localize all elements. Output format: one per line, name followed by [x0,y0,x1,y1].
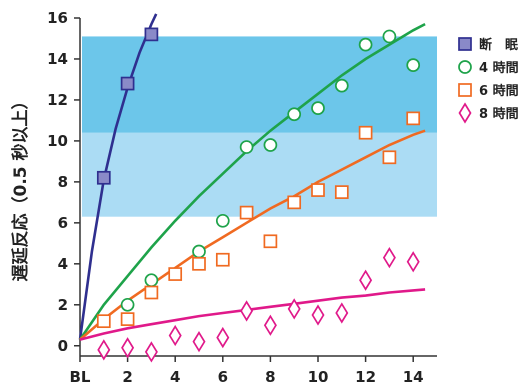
data-point [120,76,135,91]
data-point [120,297,135,312]
axes [74,17,437,362]
y-tick-label: 8 [58,173,68,191]
fit-line [79,288,426,341]
data-point [334,185,349,199]
y-tick-label: 2 [58,296,68,314]
fit-line [78,22,426,341]
data-markers [96,27,421,363]
data-point [239,205,254,220]
data-point [215,252,230,267]
reference-band [82,36,437,133]
x-tick-label: 12 [355,368,376,386]
data-point [240,300,254,322]
reference-band [82,132,437,217]
data-point [334,78,349,93]
x-tick-label: BL [70,368,91,386]
legend: 断 眠 4 時間 6 時間 8 時間 [458,37,519,124]
data-point [144,27,159,42]
legend-label: 8 時間 [479,106,519,122]
data-point [358,125,373,140]
data-point [263,314,277,336]
data-point [311,304,325,326]
data-point [287,107,302,122]
y-tick-label: 4 [58,255,68,273]
data-point [239,140,254,154]
data-point [120,312,135,326]
data-point [335,302,349,324]
data-point [311,183,325,197]
legend-marker [458,83,472,97]
x-tick-label: 6 [218,368,228,386]
data-point [144,285,159,300]
x-tick-label: 2 [122,368,132,386]
data-point [121,337,135,359]
data-point [144,273,159,288]
data-point [263,138,278,152]
data-point [192,331,206,353]
y-axis-label: 遅延反応（0.5 秒以上） [10,92,31,281]
data-point [359,269,373,291]
data-point [263,234,278,249]
data-point [311,101,325,115]
legend-label: 4 時間 [479,60,519,76]
data-point [287,195,302,210]
data-point [358,37,373,52]
legend-label: 6 時間 [479,83,519,99]
data-point [406,58,421,72]
data-point [168,324,182,347]
data-point [382,247,396,269]
x-tick-label: 14 [403,368,424,386]
data-point [382,150,397,165]
data-point [96,314,111,329]
legend-marker [458,60,472,74]
legend-marker [458,37,472,51]
y-tick-label: 12 [47,91,68,109]
x-tick-label: 4 [170,368,180,386]
y-tick-label: 6 [58,214,68,232]
fit-line [79,129,426,341]
fit-lines [78,13,426,341]
data-point [144,341,158,363]
legend-label: 断 眠 [479,37,518,53]
tick-labels: 0 2 4 6 8 10 12 14 16 BL 2 4 6 8 10 12 14 [47,9,424,386]
data-point [192,244,206,259]
data-point [215,213,230,228]
data-point [406,111,421,126]
data-point [382,29,397,44]
y-tick-label: 0 [58,337,68,355]
data-point [96,170,111,185]
data-point [406,251,420,273]
data-point [216,326,230,349]
data-point [168,267,183,281]
y-tick-label: 16 [47,9,68,27]
x-tick-label: 10 [308,368,329,386]
y-tick-label: 14 [47,50,68,68]
data-point [97,339,111,361]
x-tick-label: 8 [265,368,275,386]
data-point [192,256,206,271]
data-point [287,298,301,320]
legend-marker [458,102,472,124]
y-tick-label: 10 [47,132,68,150]
